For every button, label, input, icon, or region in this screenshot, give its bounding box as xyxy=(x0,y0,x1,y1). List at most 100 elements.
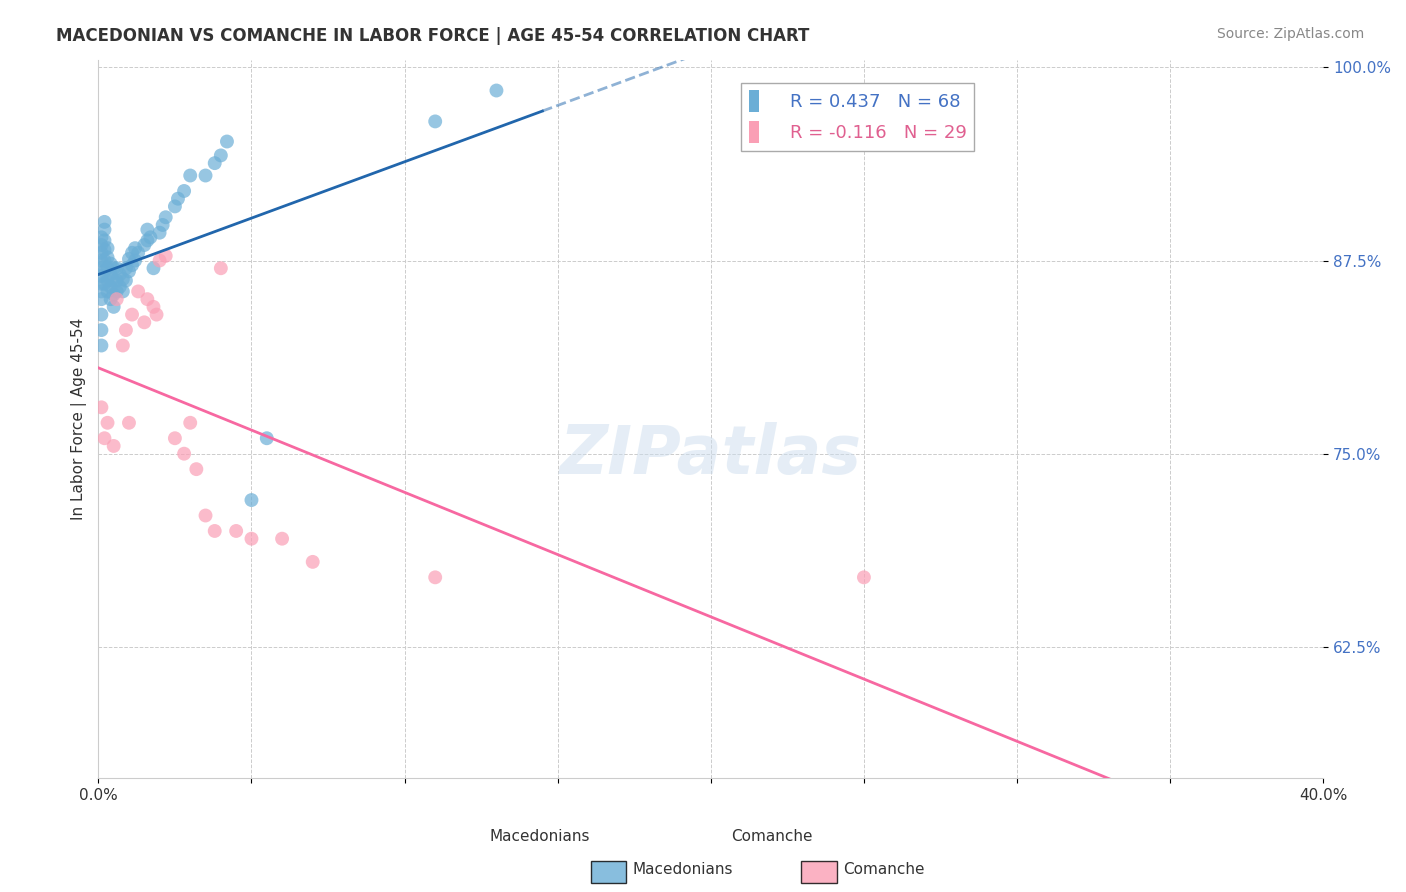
Point xyxy=(90,338,112,352)
Point xyxy=(121,258,143,272)
Point xyxy=(103,300,125,314)
Point xyxy=(134,315,156,329)
Text: Macedonians: Macedonians xyxy=(633,863,733,877)
Point xyxy=(103,439,125,453)
Point xyxy=(100,292,122,306)
Point xyxy=(93,222,115,236)
Point xyxy=(96,416,118,430)
Point xyxy=(136,292,159,306)
Point xyxy=(100,268,122,282)
Point xyxy=(136,222,159,236)
Text: Source: ZipAtlas.com: Source: ZipAtlas.com xyxy=(1216,27,1364,41)
Point xyxy=(105,274,128,288)
Point xyxy=(271,532,294,546)
Point xyxy=(173,184,195,198)
Point xyxy=(425,570,447,584)
Point xyxy=(93,264,115,278)
Point xyxy=(93,215,115,229)
Point xyxy=(136,234,159,248)
Point xyxy=(121,245,143,260)
Text: Comanche: Comanche xyxy=(731,829,813,844)
Text: Comanche: Comanche xyxy=(844,863,925,877)
Point xyxy=(155,211,177,225)
Point xyxy=(256,431,278,445)
Point xyxy=(194,169,217,183)
Point xyxy=(90,285,112,299)
Point xyxy=(100,257,122,271)
Point xyxy=(194,508,217,523)
Point xyxy=(90,268,112,283)
Point xyxy=(105,285,128,299)
Point xyxy=(163,199,186,213)
Point xyxy=(90,308,112,322)
Point xyxy=(103,261,125,276)
Point xyxy=(209,261,232,276)
Point xyxy=(134,238,156,252)
Point xyxy=(118,416,141,430)
Point xyxy=(155,249,177,263)
Point xyxy=(90,253,112,268)
Point xyxy=(142,300,165,314)
Point xyxy=(149,253,172,268)
Point xyxy=(90,292,112,306)
Point xyxy=(204,524,226,538)
Point xyxy=(96,251,118,265)
Point xyxy=(90,245,112,260)
Point xyxy=(103,274,125,288)
Point xyxy=(93,234,115,248)
Point xyxy=(240,493,263,508)
Point xyxy=(90,401,112,415)
Point xyxy=(105,292,128,306)
Text: ZIPatlas: ZIPatlas xyxy=(560,422,862,488)
Text: MACEDONIAN VS COMANCHE IN LABOR FORCE | AGE 45-54 CORRELATION CHART: MACEDONIAN VS COMANCHE IN LABOR FORCE | … xyxy=(56,27,810,45)
Point xyxy=(167,192,190,206)
Point xyxy=(96,261,118,276)
Point xyxy=(90,277,112,291)
Point xyxy=(93,431,115,445)
Point xyxy=(111,272,134,286)
Point xyxy=(209,148,232,162)
Point xyxy=(96,274,118,288)
Point xyxy=(118,252,141,266)
Point xyxy=(127,245,149,260)
Point xyxy=(115,274,138,288)
Point xyxy=(215,135,238,149)
Point xyxy=(173,447,195,461)
Point xyxy=(100,280,122,294)
Point xyxy=(149,226,172,240)
Point xyxy=(240,532,263,546)
Point xyxy=(93,277,115,291)
Point xyxy=(93,253,115,268)
Point xyxy=(225,524,247,538)
Point xyxy=(121,308,143,322)
Point xyxy=(852,570,875,584)
Point xyxy=(115,261,138,276)
Point xyxy=(115,323,138,337)
Point xyxy=(105,261,128,276)
Point xyxy=(145,308,167,322)
Point xyxy=(124,253,146,268)
Point xyxy=(301,555,323,569)
Point xyxy=(118,264,141,278)
Point xyxy=(90,238,112,252)
Point xyxy=(111,285,134,299)
Point xyxy=(186,462,208,476)
Point xyxy=(90,261,112,276)
Point xyxy=(93,243,115,257)
Point xyxy=(179,416,201,430)
Point xyxy=(96,241,118,255)
Point xyxy=(111,338,134,352)
Point xyxy=(90,323,112,337)
Legend: R = 0.437   N = 68, R = -0.116   N = 29: R = 0.437 N = 68, R = -0.116 N = 29 xyxy=(741,83,974,151)
Point xyxy=(127,285,149,299)
Point xyxy=(108,280,131,294)
Point xyxy=(103,287,125,301)
Point xyxy=(163,431,186,445)
Point xyxy=(124,241,146,255)
Y-axis label: In Labor Force | Age 45-54: In Labor Force | Age 45-54 xyxy=(72,318,87,520)
Point xyxy=(139,230,162,244)
Point xyxy=(108,268,131,282)
Point xyxy=(142,261,165,276)
Point xyxy=(179,169,201,183)
Point xyxy=(425,114,447,128)
